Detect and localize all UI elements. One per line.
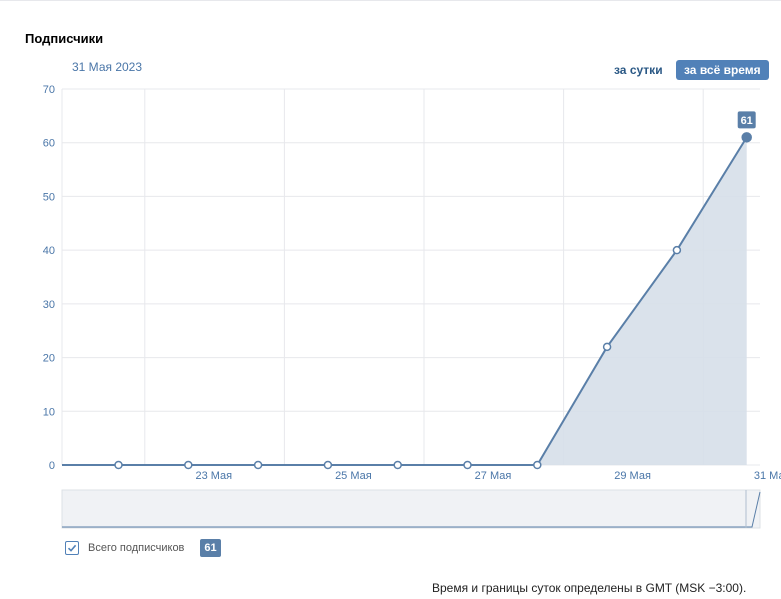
data-point: [602, 342, 612, 352]
y-tick-label: 40: [43, 245, 55, 257]
data-point: [533, 460, 542, 470]
x-tick-label: 27 Мая: [475, 470, 512, 482]
y-tick-label: 20: [43, 353, 55, 365]
navigator-strip: [61, 489, 761, 529]
y-tick-label: 60: [43, 138, 55, 150]
range-all-button[interactable]: за всё время: [676, 60, 769, 80]
y-tick-label: 50: [43, 191, 55, 203]
x-tick-label: 25 Мая: [335, 470, 372, 482]
x-tick-label: 23 Мая: [195, 470, 232, 482]
timezone-footnote: Время и границы суток определены в GMT (…: [432, 581, 747, 595]
top-divider: [0, 0, 781, 1]
data-point: [463, 460, 472, 470]
y-tick-label: 10: [43, 406, 55, 418]
data-point: [114, 460, 123, 470]
data-point: [184, 460, 193, 470]
legend-checkbox[interactable]: [65, 541, 79, 555]
last-value-flag: [737, 111, 756, 129]
legend: Всего подписчиков 61: [65, 538, 221, 558]
data-point: [393, 460, 402, 470]
data-point: [323, 460, 333, 470]
card-title: Подписчики: [25, 31, 104, 46]
data-point: [741, 132, 752, 143]
y-tick-label: 0: [49, 460, 55, 472]
series-area: [537, 137, 747, 466]
last-value-label: 61: [741, 115, 753, 127]
selected-date: 31 Мая 2023: [72, 60, 143, 74]
navigator-line: [62, 491, 761, 528]
y-tick-label: 30: [43, 299, 55, 311]
x-tick-label: 29 Мая: [614, 470, 651, 482]
data-point: [253, 460, 263, 470]
checkmark-icon: [67, 544, 77, 552]
legend-label: Всего подписчиков: [88, 542, 185, 554]
data-point: [672, 245, 682, 255]
y-tick-label: 70: [43, 84, 55, 96]
legend-value-badge: 61: [200, 539, 221, 557]
x-tick-label: 31 Мая: [754, 470, 781, 482]
range-day-button[interactable]: за сутки: [614, 63, 663, 77]
